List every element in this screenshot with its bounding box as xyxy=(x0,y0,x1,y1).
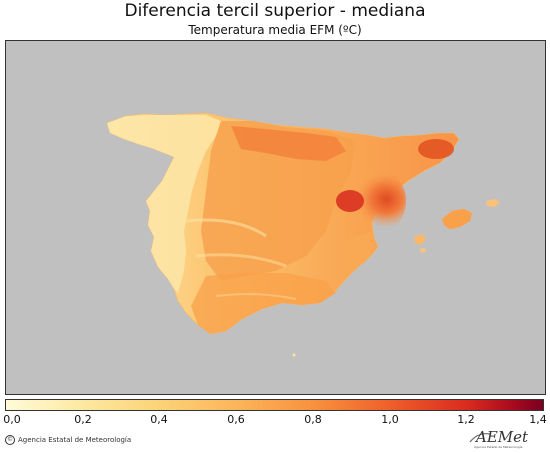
teruel-max-spot xyxy=(336,190,364,212)
colorbar-tick-label: 0,4 xyxy=(150,413,168,426)
colorbar-tick-label: 0,8 xyxy=(304,413,322,426)
chart-title: Diferencia tercil superior - mediana xyxy=(124,1,426,21)
copyright-icon: © xyxy=(5,435,15,445)
credit-text: Agencia Estatal de Meteorología xyxy=(18,436,132,444)
colorbar-tick-label: 0,6 xyxy=(227,413,245,426)
mallorca-shape xyxy=(441,208,473,230)
logo-text: AEMet xyxy=(476,428,529,446)
texture-streak xyxy=(185,218,267,238)
menorca-shape xyxy=(486,199,500,207)
map-panel xyxy=(5,40,546,395)
colorbar-tick-label: 1,4 xyxy=(529,413,547,426)
southern-region xyxy=(191,273,336,334)
spain-map xyxy=(106,112,500,357)
colorbar-fill xyxy=(6,400,543,410)
central-region xyxy=(201,121,356,281)
logo-subtext: Agencia Estatal de Meteorología xyxy=(474,445,523,449)
colorbar xyxy=(5,399,544,411)
aemet-logo: AEMet Agencia Estatal de Meteorología xyxy=(468,428,528,450)
texture-streak xyxy=(215,293,297,300)
levante-region xyxy=(331,231,376,281)
colorbar-tick-label: 1,0 xyxy=(381,413,399,426)
colorbar-tick-label: 0,2 xyxy=(74,413,92,426)
catalonia-hot-zone xyxy=(418,139,454,159)
ibiza-shape xyxy=(414,234,426,245)
texture-streak xyxy=(195,253,287,268)
alboran-island xyxy=(292,353,296,357)
copyright-credit: © Agencia Estatal de Meteorología xyxy=(5,435,131,445)
formentera-shape xyxy=(420,248,426,253)
colorbar-tick-label: 0,0 xyxy=(3,413,21,426)
western-light-region xyxy=(107,115,221,293)
northern-warm-band xyxy=(231,126,346,161)
chart-subtitle: Temperatura media EFM (ºC) xyxy=(188,23,362,37)
colorbar-tick-label: 1,2 xyxy=(457,413,475,426)
logo-swoosh-icon xyxy=(469,433,491,443)
